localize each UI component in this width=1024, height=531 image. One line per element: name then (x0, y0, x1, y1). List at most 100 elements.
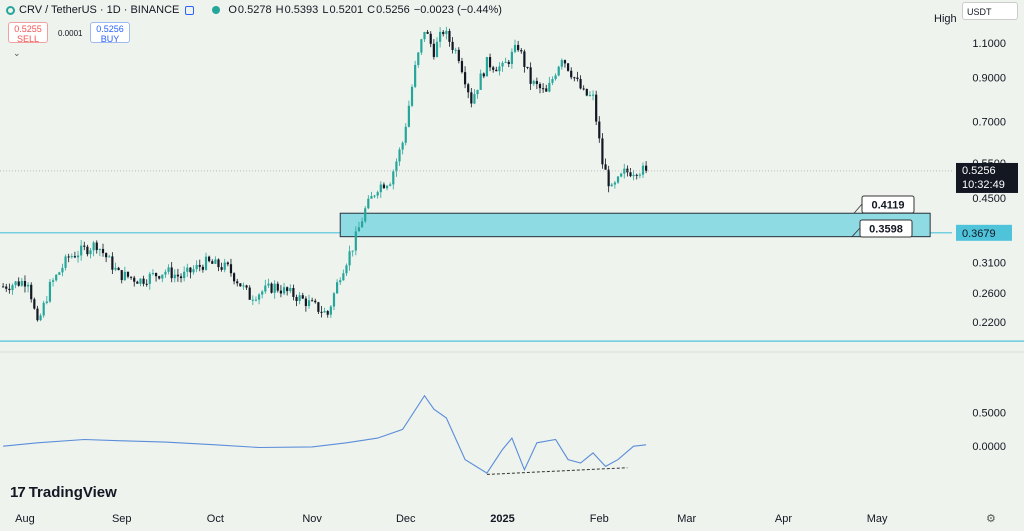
candle-body (457, 49, 460, 62)
candle-body (226, 262, 229, 265)
candle-body (48, 281, 52, 302)
candle-body (111, 256, 114, 270)
candle-body (336, 282, 339, 294)
candle-body (114, 267, 117, 270)
candle-body (264, 285, 267, 292)
candle-body (576, 77, 579, 80)
demand-zone-box[interactable] (339, 212, 931, 238)
current-price-label: 0.5256 (962, 165, 996, 177)
candle-body (204, 256, 208, 270)
candle-body (176, 274, 180, 277)
time-tick-label: May (867, 513, 888, 525)
candle-body (276, 283, 279, 291)
candle-body (189, 267, 192, 273)
change-value: −0.0023 (−0.44%) (413, 4, 502, 16)
candle-body (164, 271, 167, 275)
candle-body (439, 31, 442, 42)
candle-body (398, 149, 401, 162)
candle-body (520, 50, 523, 52)
candle-body (2, 286, 5, 288)
symbol-title[interactable]: CRV / TetherUS · 1D · BINANCE (19, 4, 180, 16)
buy-price: 0.5256 (96, 24, 124, 34)
zone-label: 0.3598 (869, 224, 903, 236)
zone-label: 0.4119 (871, 200, 904, 212)
chevron-down-icon[interactable]: ⌄ (13, 48, 21, 58)
candle-body (161, 274, 164, 279)
candle-body (301, 295, 304, 299)
time-tick-label: Aug (15, 513, 35, 525)
candle-body (563, 60, 567, 64)
candle-body (95, 242, 98, 251)
candle-body (232, 273, 236, 282)
price-tick-label: 0.4500 (972, 193, 1006, 205)
candle-body (616, 176, 620, 183)
candle-body (414, 64, 417, 87)
flag-icon[interactable] (185, 5, 195, 15)
candle-body (473, 94, 476, 104)
candle-body (492, 67, 495, 70)
candle-body (273, 283, 276, 293)
candle-body (270, 283, 273, 293)
candle-body (236, 281, 239, 284)
candle-body (348, 251, 351, 266)
divergence-trendline (486, 467, 628, 475)
candle-body (548, 82, 551, 92)
candle-body (151, 273, 155, 275)
spread-value: 0.0001 (58, 29, 83, 38)
candles-series (2, 26, 648, 322)
candle-body (342, 273, 345, 281)
candle-body (620, 173, 623, 177)
candle-body (298, 295, 301, 301)
buy-button[interactable]: 0.5256 BUY (90, 22, 130, 44)
time-tick-label: 2025 (490, 513, 514, 525)
candle-body (332, 293, 336, 307)
candle-body (311, 300, 314, 302)
sell-label: SELL (16, 34, 40, 44)
candle-body (33, 299, 36, 309)
candle-body (507, 61, 510, 64)
sell-button[interactable]: 0.5255 SELL (8, 22, 48, 44)
candle-body (158, 276, 161, 279)
candle-body (557, 66, 560, 76)
candle-body (148, 273, 151, 284)
candle-body (133, 277, 136, 282)
candle-body (11, 285, 14, 291)
candle-body (479, 73, 482, 90)
gear-icon[interactable]: ⚙ (986, 513, 996, 525)
candle-body (17, 281, 20, 286)
candle-body (463, 72, 467, 85)
candle-body (195, 264, 198, 270)
support-price-tag (956, 224, 1012, 241)
candle-body (495, 69, 498, 72)
candle-body (376, 192, 379, 196)
sell-price: 0.5255 (14, 24, 42, 34)
candle-body (245, 285, 248, 288)
price-tick-label: 0.2200 (972, 317, 1006, 329)
candle-body (89, 250, 92, 255)
candle-body (220, 267, 223, 270)
candle-body (607, 169, 610, 187)
candle-body (320, 311, 323, 313)
candle-body (5, 286, 8, 289)
candle-body (582, 88, 585, 90)
candle-body (504, 61, 507, 63)
candle-body (510, 51, 513, 64)
candle-body (329, 306, 332, 315)
candle-body (498, 66, 501, 72)
currency-select[interactable]: USDT (962, 2, 1018, 20)
tradingview-logo-icon: 17 (10, 484, 26, 501)
time-tick-label: Feb (590, 513, 609, 525)
candle-body (279, 290, 283, 294)
candle-body (8, 288, 11, 291)
candle-body (526, 66, 529, 68)
candle-body (304, 298, 307, 307)
candle-body (482, 73, 485, 77)
candle-body (242, 285, 245, 287)
candle-body (448, 30, 451, 42)
candle-body (570, 70, 573, 78)
candle-body (551, 79, 554, 83)
price-tick-label: 0.7000 (972, 116, 1006, 128)
candle-body (317, 302, 320, 312)
candle-body (598, 121, 601, 139)
